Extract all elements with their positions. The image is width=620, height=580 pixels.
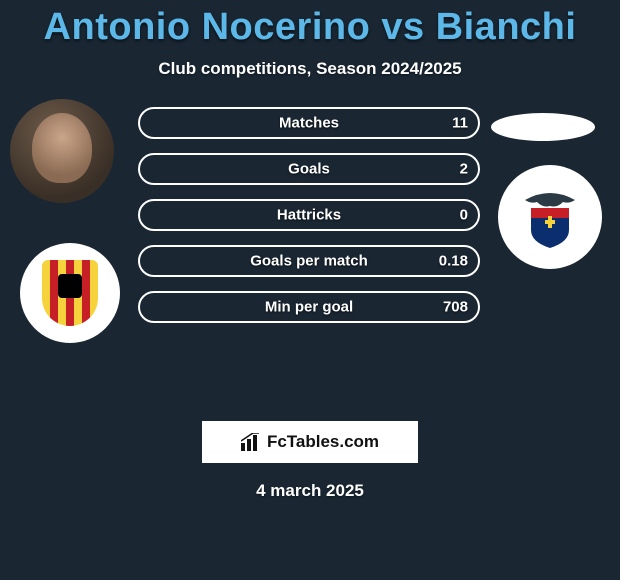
stat-bar: Min per goal 708 [138, 291, 480, 323]
stat-label: Hattricks [277, 207, 341, 224]
stat-label: Min per goal [265, 299, 353, 316]
player-left-crest [20, 243, 120, 343]
page-title: Antonio Nocerino vs Bianchi [0, 6, 620, 49]
stat-bar: Goals 2 [138, 153, 480, 185]
stat-value-right: 708 [443, 299, 468, 316]
header: Antonio Nocerino vs Bianchi Club competi… [0, 0, 620, 79]
stat-bars: Matches 11 Goals 2 Hattricks 0 Goals per match… [138, 107, 480, 337]
stat-value-right: 0 [460, 207, 468, 224]
date-label: 4 march 2025 [0, 481, 620, 501]
stat-bar: Hattricks 0 [138, 199, 480, 231]
content: Matches 11 Goals 2 Hattricks 0 Goals per match… [0, 107, 620, 407]
stat-bar: Matches 11 [138, 107, 480, 139]
player-right-avatar [491, 113, 595, 141]
stat-value-right: 2 [460, 161, 468, 178]
crest-eagle-icon [515, 182, 585, 252]
player-left-avatar [10, 99, 114, 203]
stat-label: Goals per match [250, 253, 368, 270]
page-subtitle: Club competitions, Season 2024/2025 [0, 59, 620, 79]
stat-value-right: 0.18 [439, 253, 468, 270]
player-right-crest [498, 165, 602, 269]
stat-label: Matches [279, 115, 339, 132]
brand-text: FcTables.com [267, 432, 379, 452]
brand-box: FcTables.com [202, 421, 418, 463]
crest-shield-icon [42, 260, 98, 326]
stat-bar: Goals per match 0.18 [138, 245, 480, 277]
stat-value-right: 11 [452, 115, 468, 132]
bars-icon [241, 433, 263, 451]
stat-label: Goals [288, 161, 330, 178]
